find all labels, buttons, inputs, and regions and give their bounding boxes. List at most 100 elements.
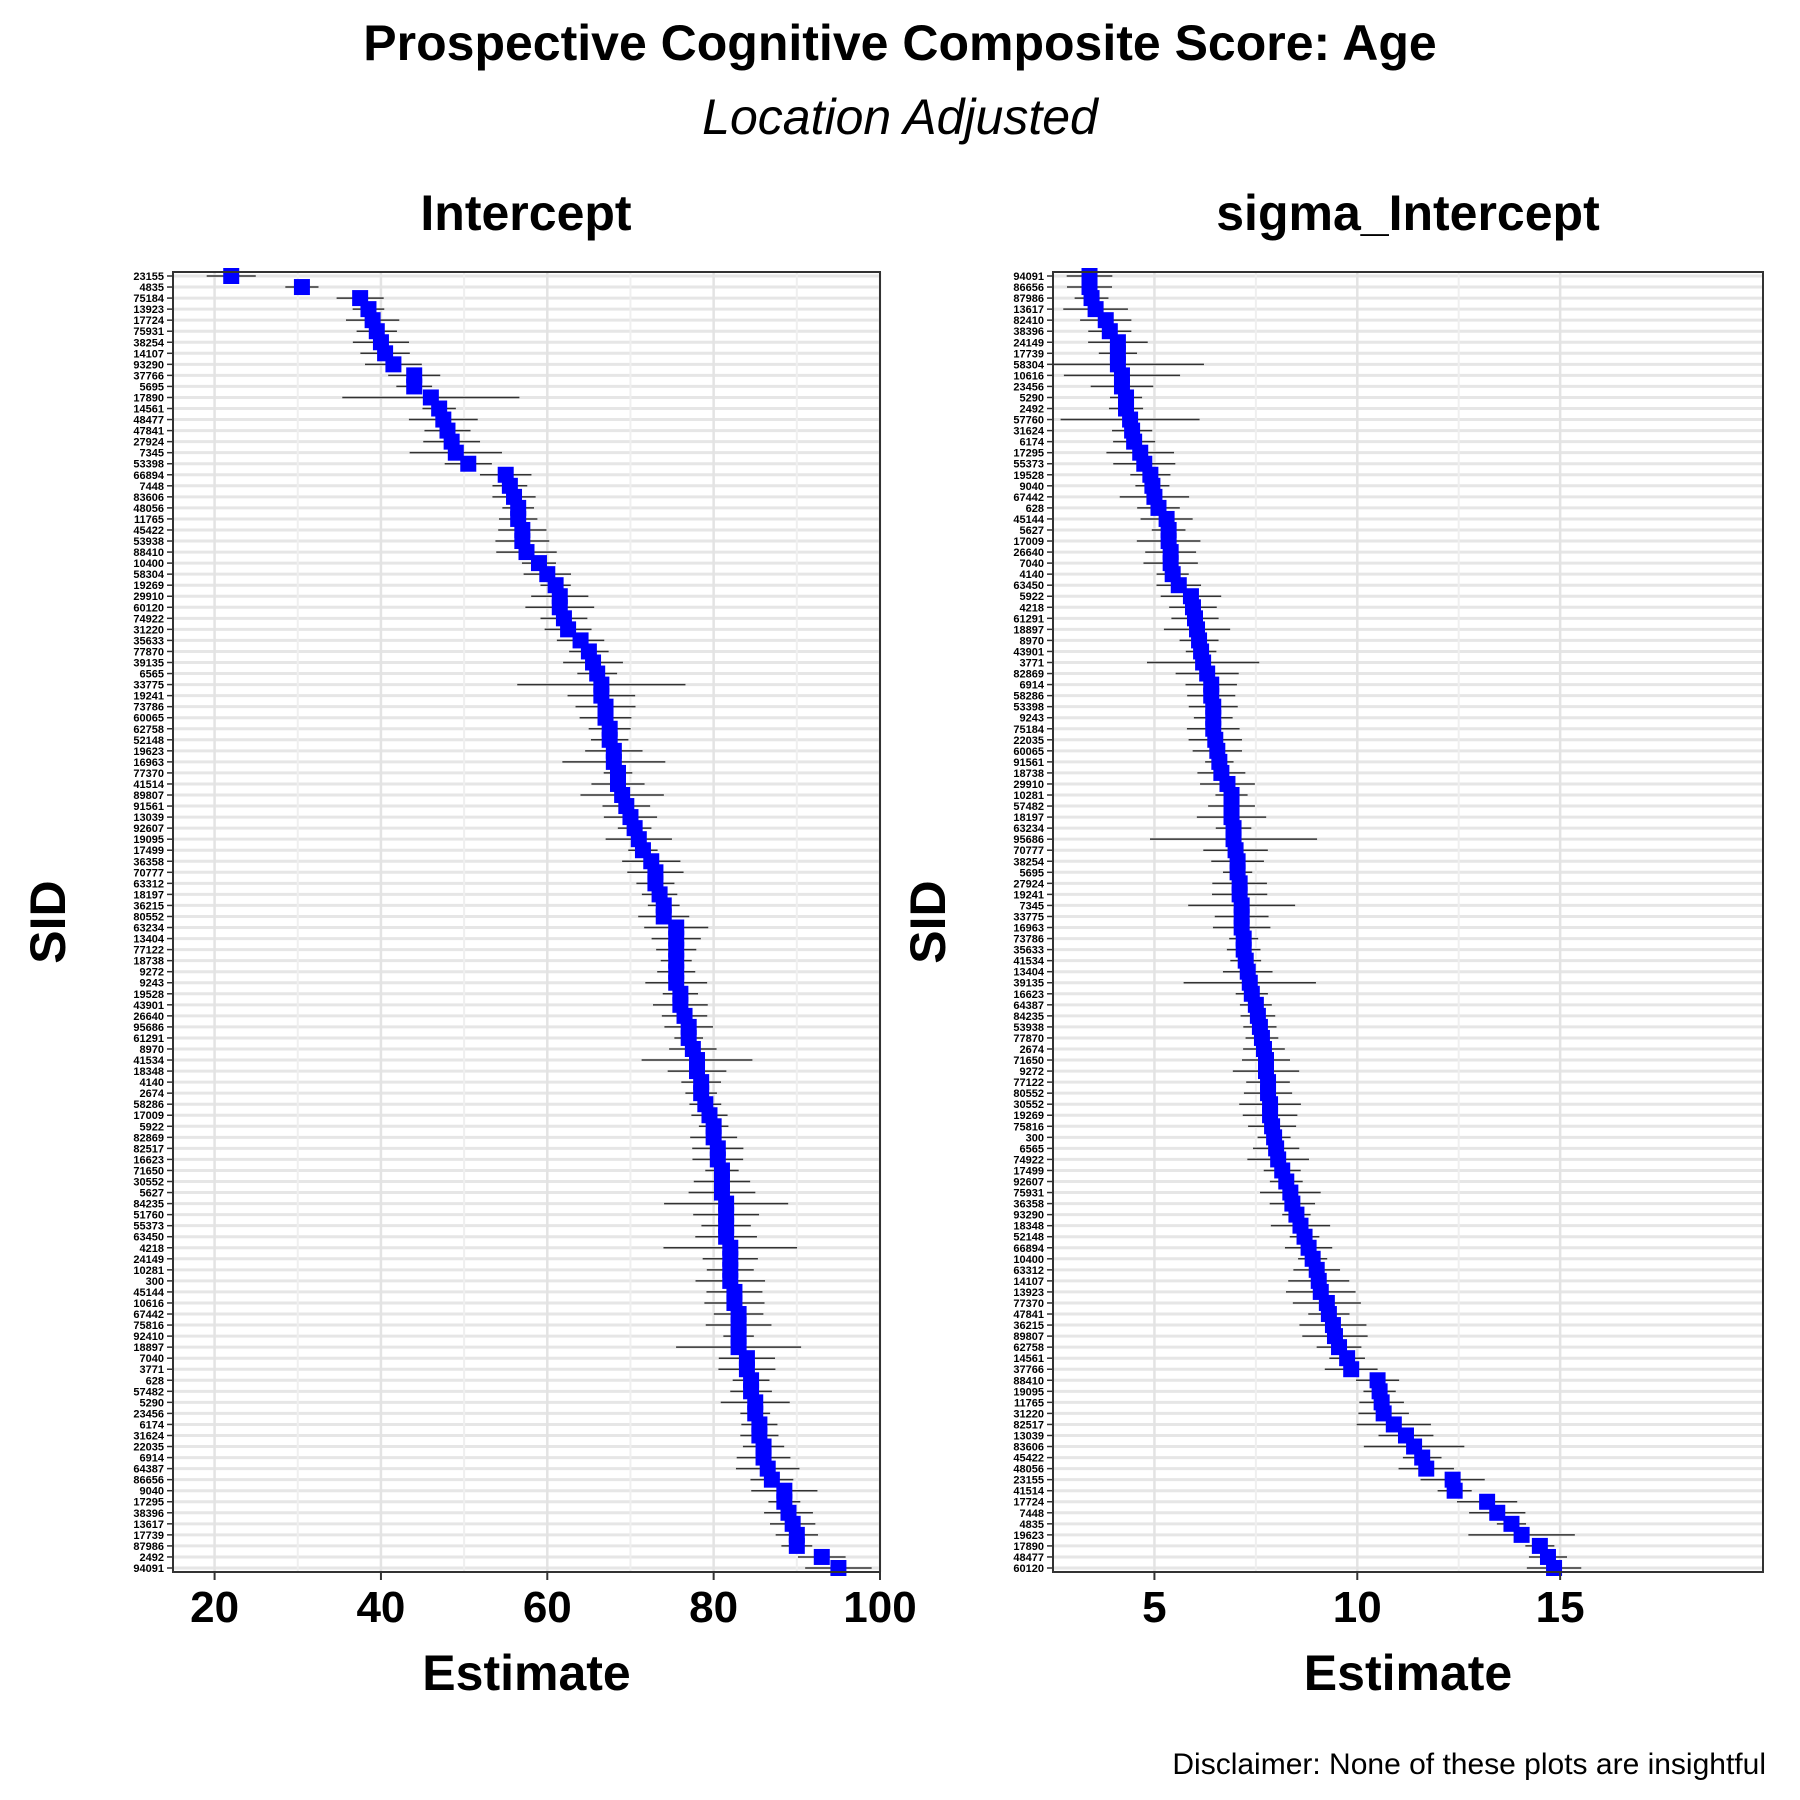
y-tick-label: 5922	[1020, 591, 1044, 603]
y-tick-label: 45144	[133, 1287, 164, 1299]
y-tick-label: 4218	[140, 1243, 164, 1255]
y-tick-label: 48056	[133, 503, 164, 515]
data-point	[788, 1537, 805, 1554]
y-tick-label: 18197	[133, 889, 164, 901]
y-tick-label: 13039	[1013, 1430, 1044, 1442]
y-tick-label: 13923	[1013, 1287, 1044, 1299]
y-tick-label: 5290	[140, 1397, 164, 1409]
facet-title: Intercept	[420, 185, 632, 241]
y-tick-label: 18897	[133, 1342, 164, 1354]
y-tick-label: 43901	[133, 1000, 164, 1012]
y-tick-label: 92607	[133, 823, 164, 835]
y-tick-label: 5290	[1020, 392, 1044, 404]
y-tick-label: 9243	[1020, 713, 1044, 725]
y-tick-label: 37766	[1013, 1364, 1044, 1376]
y-tick-label: 31220	[133, 624, 164, 636]
x-tick-label: 20	[190, 1583, 239, 1632]
y-tick-label: 36215	[133, 900, 164, 912]
data-point	[1418, 1460, 1435, 1477]
data-point	[406, 378, 423, 395]
y-tick-label: 86656	[133, 1475, 164, 1487]
y-tick-label: 75816	[1013, 1121, 1044, 1133]
y-tick-label: 17724	[1013, 1497, 1044, 1509]
y-tick-label: 18738	[133, 956, 164, 968]
x-tick-label: 40	[356, 1583, 405, 1632]
y-tick-label: 58286	[133, 1099, 164, 1111]
chart-subtitle: Location Adjusted	[702, 89, 1098, 145]
y-tick-label: 74922	[1013, 1154, 1044, 1166]
y-tick-label: 17739	[1013, 348, 1044, 360]
y-tick-label: 9243	[140, 978, 164, 990]
y-tick-label: 75184	[1013, 724, 1044, 736]
y-tick-label: 2674	[140, 1088, 165, 1100]
y-tick-label: 19241	[1013, 889, 1044, 901]
y-tick-label: 88410	[133, 547, 164, 559]
y-tick-label: 58304	[1013, 359, 1044, 371]
y-tick-label: 41514	[133, 779, 164, 791]
y-tick-label: 17009	[133, 1110, 164, 1122]
y-tick-label: 628	[1026, 503, 1044, 515]
panel-border	[172, 271, 881, 1573]
y-tick-label: 4140	[140, 1077, 164, 1089]
y-tick-label: 77370	[1013, 1298, 1044, 1310]
y-tick-label: 95686	[133, 1022, 164, 1034]
y-tick-label: 4835	[1020, 1519, 1044, 1531]
y-tick-label: 16623	[133, 1154, 164, 1166]
y-tick-label: 36358	[1013, 1199, 1044, 1211]
y-tick-label: 9272	[140, 967, 164, 979]
y-tick-label: 14107	[133, 348, 164, 360]
panel-background	[173, 272, 880, 1572]
y-tick-label: 11765	[134, 514, 164, 526]
y-tick-label: 17890	[1013, 1541, 1044, 1553]
y-tick-label: 55373	[133, 1221, 164, 1233]
y-tick-label: 63234	[1013, 823, 1044, 835]
y-tick-label: 55373	[1013, 459, 1044, 471]
y-tick-label: 77122	[1013, 1077, 1044, 1089]
y-tick-label: 13404	[133, 934, 164, 946]
y-tick-label: 41514	[1013, 1486, 1044, 1498]
facet-title: sigma_Intercept	[1216, 185, 1600, 241]
data-point	[1343, 1361, 1360, 1378]
y-tick-label: 77870	[133, 646, 164, 658]
data-point	[560, 621, 577, 638]
y-tick-label: 35633	[1013, 945, 1044, 957]
y-tick-label: 8970	[140, 1044, 164, 1056]
y-tick-label: 86656	[1013, 282, 1044, 294]
y-tick-label: 73786	[133, 702, 164, 714]
y-tick-label: 77122	[133, 945, 164, 957]
x-tick-label: 80	[689, 1583, 738, 1632]
y-tick-label: 89807	[133, 790, 164, 802]
y-tick-label: 92607	[1013, 1177, 1044, 1189]
y-tick-label: 26640	[133, 1011, 164, 1023]
disclaimer-caption: Disclaimer: None of these plots are insi…	[1172, 1748, 1766, 1781]
y-tick-label: 39135	[133, 657, 164, 669]
y-tick-label: 13617	[1013, 304, 1044, 316]
y-tick-label: 52148	[133, 735, 164, 747]
y-tick-label: 82517	[133, 1143, 164, 1155]
y-tick-label: 31624	[133, 1430, 164, 1442]
y-tick-label: 47841	[133, 426, 164, 438]
y-tick-label: 17724	[133, 315, 164, 327]
y-tick-label: 63312	[1013, 1265, 1044, 1277]
data-point	[447, 444, 464, 461]
y-tick-label: 82869	[133, 1132, 164, 1144]
y-tick-label: 300	[146, 1276, 164, 1288]
y-tick-label: 24149	[133, 1254, 164, 1266]
y-tick-label: 23456	[1013, 381, 1044, 393]
y-tick-label: 48477	[1013, 1552, 1044, 1564]
x-tick-label: 100	[843, 1583, 916, 1632]
y-tick-label: 5627	[1020, 525, 1044, 537]
y-tick-label: 61291	[1013, 613, 1044, 625]
data-point	[1170, 577, 1187, 594]
y-tick-label: 66894	[133, 470, 164, 482]
y-tick-label: 63450	[133, 1232, 164, 1244]
y-tick-label: 58304	[133, 569, 164, 581]
y-tick-label: 84235	[133, 1199, 164, 1211]
data-point	[1513, 1526, 1530, 1543]
y-tick-label: 18348	[133, 1066, 164, 1078]
y-tick-label: 9040	[140, 1486, 164, 1498]
y-tick-label: 17009	[1013, 536, 1044, 548]
y-tick-label: 57482	[133, 1386, 164, 1398]
y-tick-label: 62758	[1013, 1342, 1044, 1354]
y-tick-label: 77870	[1013, 1033, 1044, 1045]
